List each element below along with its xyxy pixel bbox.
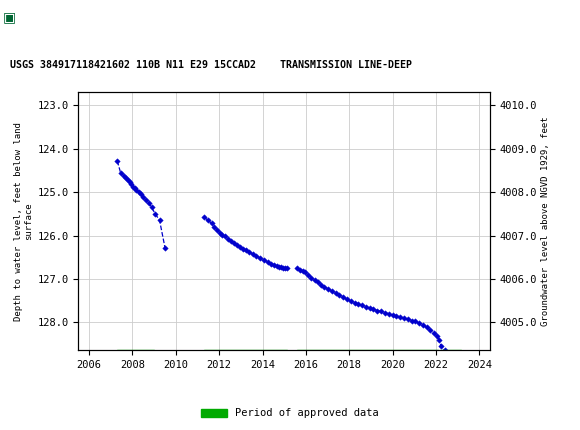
Text: USGS 384917118421602 110B N11 E29 15CCAD2    TRANSMISSION LINE-DEEP: USGS 384917118421602 110B N11 E29 15CCAD… [10, 60, 412, 70]
Text: ≋USGS: ≋USGS [7, 9, 67, 25]
Y-axis label: Groundwater level above NGVD 1929, feet: Groundwater level above NGVD 1929, feet [542, 117, 550, 326]
Y-axis label: Depth to water level, feet below land
surface: Depth to water level, feet below land su… [14, 122, 33, 321]
Text: USGS: USGS [44, 9, 90, 25]
Text: ▣: ▣ [3, 10, 16, 24]
Bar [2, 3, 34, 31]
Legend: Period of approved data: Period of approved data [197, 404, 383, 423]
